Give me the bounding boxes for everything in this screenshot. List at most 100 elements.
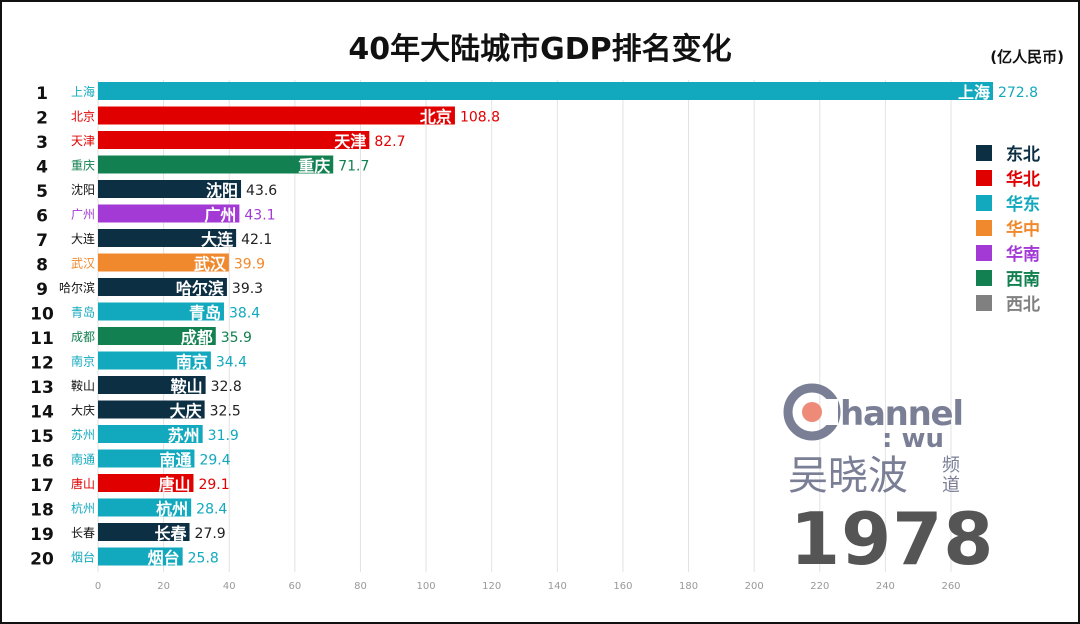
legend-label: 华北 [1006, 170, 1040, 190]
value-label: 82.7 [374, 134, 405, 150]
x-tick-label: 120 [482, 581, 501, 592]
rank-label: 18 [30, 501, 54, 521]
city-axis-label: 南京 [71, 354, 95, 369]
city-axis-label: 苏州 [71, 428, 95, 442]
rank-label: 8 [36, 256, 48, 276]
city-axis-label: 鞍山 [71, 378, 95, 393]
legend-label: 华中 [1006, 220, 1040, 240]
legend-item: 东北 [976, 140, 1040, 165]
legend-item: 华东 [976, 190, 1040, 215]
value-label: 32.8 [211, 379, 242, 395]
bar-inner-label: 青岛 [189, 304, 221, 323]
bar-inner-label: 大庆 [170, 402, 202, 421]
x-tick-label: 240 [876, 581, 895, 592]
rank-label: 10 [30, 305, 54, 325]
value-label: 38.4 [229, 306, 260, 322]
rank-label: 19 [30, 525, 54, 545]
rank-label: 13 [30, 378, 54, 398]
rank-label: 2 [36, 109, 48, 129]
value-label: 108.8 [460, 110, 500, 126]
bar [98, 204, 240, 223]
value-label: 29.1 [198, 477, 229, 493]
bar [98, 327, 216, 345]
legend-swatch [976, 219, 992, 236]
svg-text:频: 频 [942, 455, 960, 476]
legend-swatch [976, 194, 992, 211]
city-axis-label: 杭州 [71, 501, 95, 516]
x-tick-label: 220 [810, 581, 829, 592]
rank-label: 6 [36, 207, 48, 227]
bar [98, 131, 370, 149]
value-label: 31.9 [208, 428, 239, 444]
bar-inner-label: 南通 [159, 451, 191, 470]
value-label: 42.1 [241, 232, 272, 248]
x-tick-label: 100 [417, 581, 436, 592]
city-axis-label: 武汉 [71, 257, 95, 271]
bar-inner-label: 南京 [176, 353, 208, 372]
value-label: 43.1 [244, 208, 275, 224]
x-tick-label: 40 [223, 581, 236, 592]
value-label: 34.4 [216, 355, 247, 371]
bar-inner-label: 广州 [204, 206, 236, 225]
bar [98, 278, 227, 296]
rank-label: 15 [30, 427, 54, 447]
value-label: 28.4 [196, 502, 227, 518]
legend-item: 华南 [976, 240, 1040, 265]
city-axis-label: 广州 [71, 208, 95, 222]
legend-swatch [976, 169, 992, 186]
bar [98, 376, 206, 394]
rank-label: 14 [30, 403, 54, 423]
city-axis-label: 天津 [71, 134, 95, 148]
svg-text:: wu: : wu [882, 424, 944, 454]
city-axis-label: 青岛 [71, 305, 95, 320]
legend-label: 华南 [1006, 245, 1040, 265]
city-axis-label: 唐山 [71, 476, 95, 491]
x-tick-label: 60 [288, 581, 301, 592]
bar [98, 82, 993, 100]
x-tick-label: 0 [95, 581, 101, 592]
value-label: 39.9 [234, 257, 265, 273]
unit-label: (亿人民币) [990, 48, 1064, 66]
legend: 东北华北华东华中华南西南西北 [976, 140, 1040, 315]
value-label: 43.6 [246, 183, 277, 199]
city-axis-label: 哈尔滨 [59, 280, 95, 295]
rank-label: 11 [30, 329, 54, 349]
rank-label: 17 [30, 476, 54, 496]
legend-item: 华北 [976, 165, 1040, 190]
value-label: 29.4 [199, 453, 230, 469]
city-axis-label: 重庆 [71, 159, 95, 173]
bar [98, 498, 192, 517]
bar [98, 229, 237, 247]
rank-label: 4 [36, 158, 48, 178]
legend-item: 华中 [976, 215, 1040, 240]
legend-swatch [976, 244, 992, 261]
bar-inner-label: 沈阳 [206, 181, 238, 200]
bar [98, 425, 203, 443]
bar [98, 523, 190, 541]
rank-label: 1 [36, 84, 48, 104]
rank-label: 12 [30, 354, 54, 374]
bar-inner-label: 哈尔滨 [176, 279, 224, 298]
bar [98, 253, 229, 272]
legend-label: 东北 [1006, 145, 1040, 165]
x-tick-label: 260 [941, 581, 960, 592]
x-tick-label: 140 [548, 581, 567, 592]
rank-label: 20 [30, 550, 54, 570]
legend-label: 华东 [1006, 195, 1040, 215]
city-axis-label: 成都 [71, 330, 95, 344]
bar-inner-label: 唐山 [158, 475, 190, 494]
legend-label: 西南 [1006, 270, 1040, 290]
bar-inner-label: 天津 [334, 132, 366, 151]
legend-label: 西北 [1006, 295, 1040, 315]
bar [98, 180, 242, 198]
legend-item: 西北 [976, 290, 1040, 315]
rank-label: 9 [36, 280, 48, 300]
city-axis-label: 沈阳 [71, 182, 95, 197]
legend-item: 西南 [976, 265, 1040, 290]
value-label: 39.3 [232, 281, 263, 297]
bar-inner-label: 北京 [420, 108, 452, 127]
legend-swatch [976, 144, 992, 161]
bar-inner-label: 杭州 [156, 500, 188, 519]
city-axis-label: 上海 [71, 84, 95, 99]
